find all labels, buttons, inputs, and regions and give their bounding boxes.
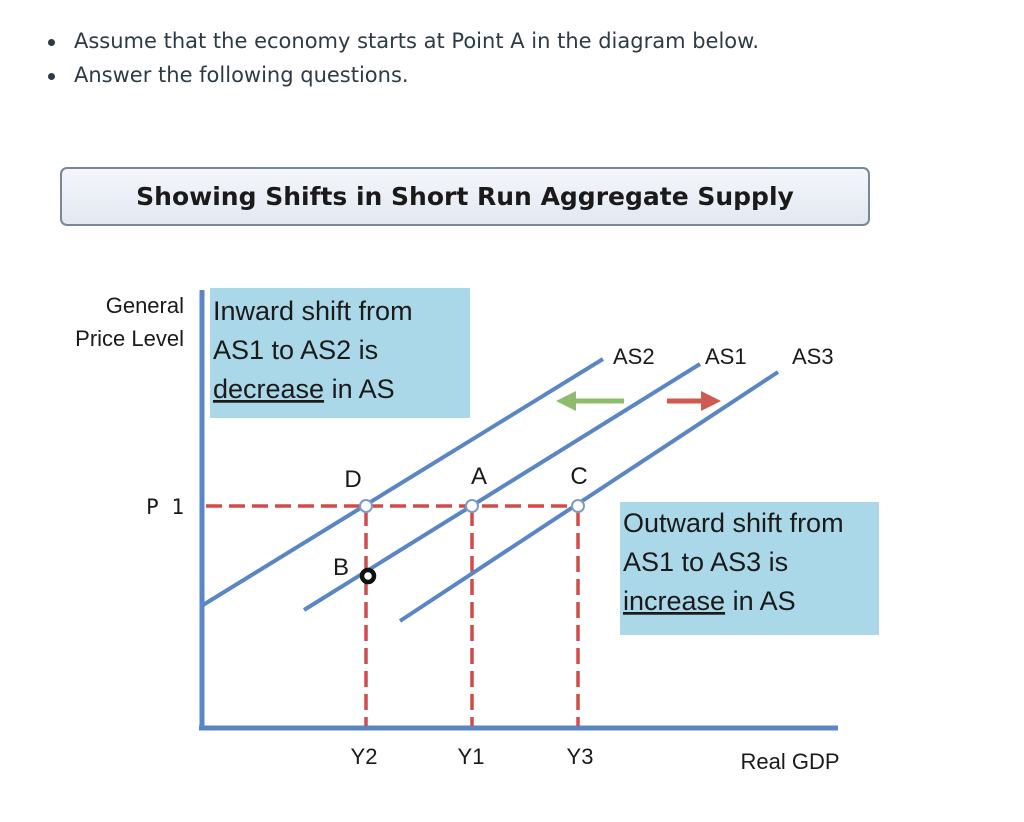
point-d-label: D [344, 466, 361, 493]
y-axis-label-line1: General [106, 293, 184, 318]
instruction-item: Answer the following questions. [36, 58, 759, 92]
point-a-label: A [471, 463, 487, 490]
inward-shift-arrow [556, 391, 624, 411]
price-label-p1: P 1 [146, 495, 184, 519]
point-b-label: B [333, 554, 349, 581]
instruction-item: Assume that the economy starts at Point … [36, 24, 759, 58]
as2-curve [201, 357, 605, 607]
outward-box-rest: in AS [725, 586, 796, 616]
diagram-title: Showing Shifts in Short Run Aggregate Su… [60, 167, 870, 226]
outward-shift-arrow [667, 391, 721, 411]
as3-curve [398, 370, 780, 623]
outward-box-line1: Outward shift from [623, 508, 844, 538]
outward-box-line2: AS1 to AS3 is [623, 547, 788, 577]
inward-box-keyword: decrease [213, 374, 324, 404]
y3-label: Y3 [567, 744, 594, 769]
outward-box-keyword: increase [623, 586, 725, 616]
as3-label: AS3 [792, 344, 834, 369]
point-d-marker [359, 499, 373, 513]
y1-label: Y1 [458, 744, 485, 769]
inward-box-line2: AS1 to AS2 is [213, 335, 378, 365]
inward-box-line1: Inward shift from [213, 296, 413, 326]
instruction-list: Assume that the economy starts at Point … [36, 24, 759, 92]
outward-box-line3: increase in AS [623, 586, 796, 616]
as2-label: AS2 [613, 344, 655, 369]
inward-box-line3: decrease in AS [213, 374, 395, 404]
x-axis-label: Real GDP [740, 749, 839, 774]
y-axis-label-line2: Price Level [75, 326, 184, 351]
point-b-marker [359, 567, 377, 585]
y2-label: Y2 [351, 744, 378, 769]
outward-shift-box [620, 502, 879, 635]
as1-label: AS1 [705, 344, 747, 369]
point-c-marker [571, 499, 585, 513]
point-a-marker [465, 499, 479, 513]
point-c-label: C [570, 463, 587, 490]
inward-box-rest: in AS [324, 374, 395, 404]
inward-shift-box [210, 288, 470, 418]
